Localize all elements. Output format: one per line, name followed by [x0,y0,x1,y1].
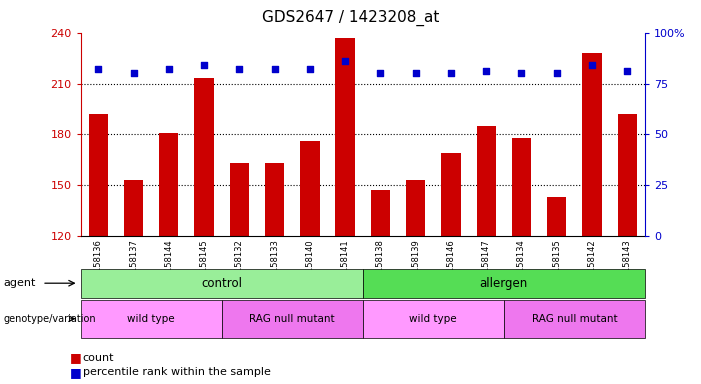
Bar [371,190,390,236]
Text: agent: agent [4,278,36,288]
Bar [230,163,249,236]
Point [93,66,104,72]
Text: control: control [201,277,242,290]
Point [375,70,386,76]
Text: ■: ■ [70,366,82,379]
Text: wild type: wild type [409,314,457,324]
Text: genotype/variation: genotype/variation [4,314,96,324]
Point [410,70,421,76]
Text: RAG null mutant: RAG null mutant [250,314,335,324]
Bar [583,53,601,236]
Point [445,70,456,76]
Bar [336,38,355,236]
Bar [441,153,461,236]
Point [481,68,492,74]
Text: wild type: wild type [128,314,175,324]
Point [516,70,527,76]
Point [128,70,139,76]
Point [163,66,175,72]
Bar [124,180,143,236]
Point [551,70,562,76]
Bar [88,114,108,236]
Bar [300,141,320,236]
Bar [512,138,531,236]
Point [339,58,350,64]
Point [622,68,633,74]
Bar [618,114,637,236]
Text: percentile rank within the sample: percentile rank within the sample [83,367,271,377]
Text: RAG null mutant: RAG null mutant [531,314,617,324]
Point [269,66,280,72]
Text: allergen: allergen [479,277,528,290]
Point [304,66,315,72]
Bar [547,197,566,236]
Text: GDS2647 / 1423208_at: GDS2647 / 1423208_at [261,10,440,26]
Bar [194,78,214,236]
Bar [159,133,179,236]
Text: ■: ■ [70,351,82,364]
Text: count: count [83,353,114,363]
Point [233,66,245,72]
Bar [265,163,285,236]
Bar [406,180,426,236]
Point [587,62,598,68]
Point [198,62,210,68]
Bar [477,126,496,236]
